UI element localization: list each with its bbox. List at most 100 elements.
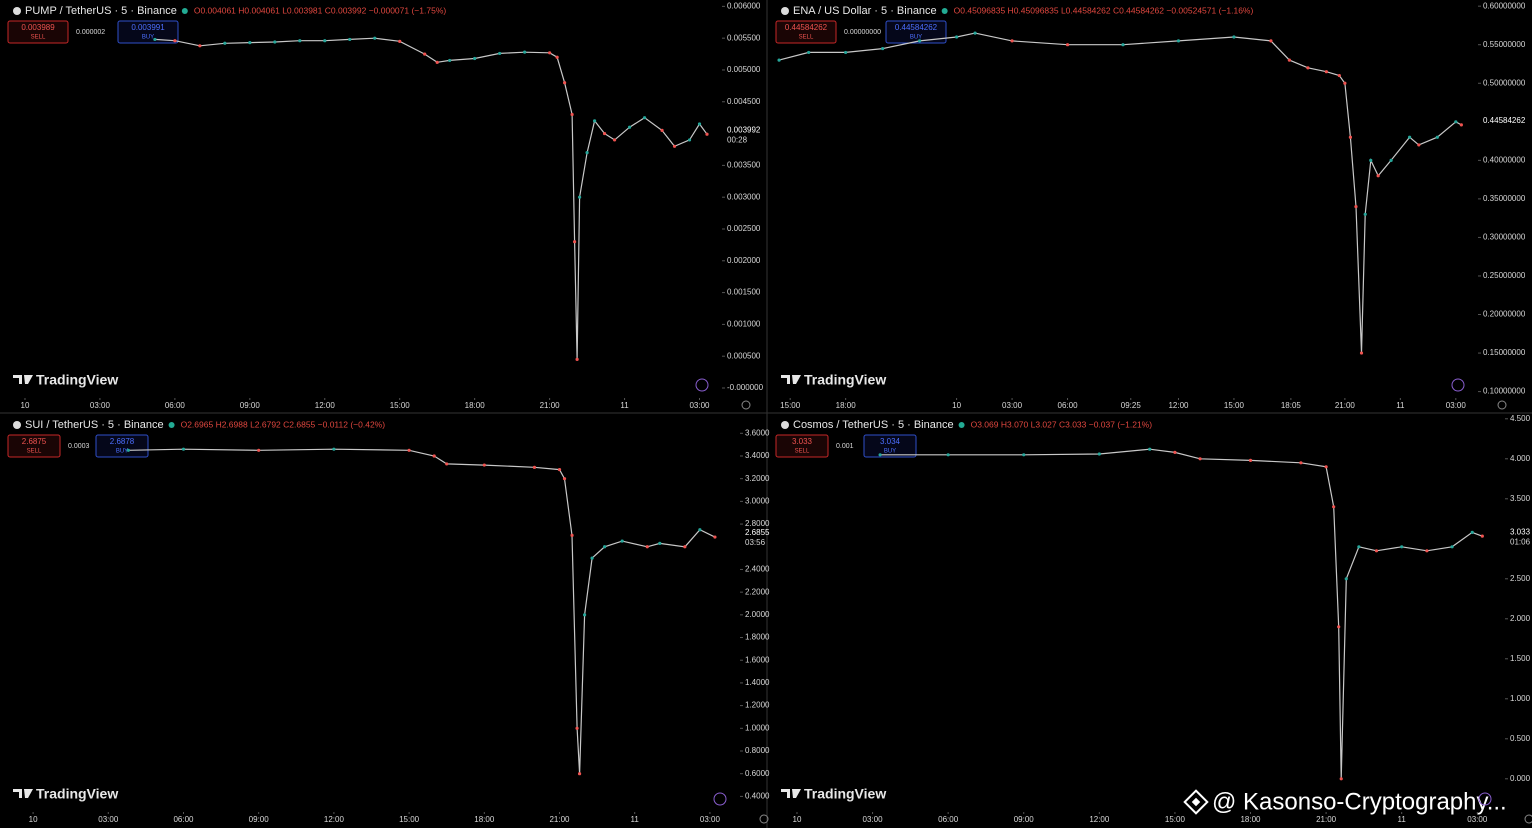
buy-button[interactable] <box>117 20 179 44</box>
buy-button[interactable] <box>95 434 149 458</box>
y-tick-label: 3.500 <box>1510 494 1531 503</box>
y-tick-label: 0.004500 <box>727 97 761 106</box>
price-point <box>153 37 157 42</box>
price-point <box>1344 577 1348 581</box>
x-tick-label: 10 <box>21 401 30 410</box>
x-tick-label: 03:00 <box>90 401 111 410</box>
last-price: 3.033 <box>1510 527 1531 536</box>
price-point <box>348 37 352 42</box>
alert-icon[interactable] <box>1478 792 1492 806</box>
price-point <box>603 545 607 549</box>
x-tick-label: 10 <box>29 815 38 824</box>
x-tick-label: 06:00 <box>173 815 194 824</box>
buy-label: BUY <box>142 35 154 41</box>
settings-icon[interactable] <box>1497 400 1507 410</box>
x-tick-label: 12:00 <box>315 401 336 410</box>
price-point <box>1299 461 1303 465</box>
price-point <box>1363 212 1367 216</box>
x-tick-label: 12:00 <box>1168 401 1189 410</box>
last-price: 0.003992 <box>727 125 761 134</box>
price-point <box>1176 39 1181 43</box>
watermark-icon <box>1183 789 1209 815</box>
price-point <box>844 50 848 55</box>
y-tick-label: 0.8000 <box>745 746 770 755</box>
price-point <box>946 453 950 457</box>
price-point <box>575 357 579 361</box>
y-tick-label: 1.6000 <box>745 655 770 664</box>
price-point <box>577 772 582 776</box>
y-tick-label: 1.500 <box>1510 654 1531 663</box>
y-tick-label: 0.000 <box>1510 774 1531 783</box>
buy-button[interactable] <box>863 434 917 458</box>
y-tick-label: 0.001000 <box>727 320 761 329</box>
price-point <box>1337 73 1341 78</box>
price-point <box>445 462 449 466</box>
y-tick-label: 3.6000 <box>745 428 770 437</box>
price-point <box>658 541 662 545</box>
sell-price: 3.033 <box>792 437 813 446</box>
price-point <box>181 447 186 451</box>
alert-icon[interactable] <box>695 378 709 392</box>
price-point <box>257 448 261 452</box>
alert-icon[interactable] <box>713 792 727 806</box>
symbol-title: ENA / US Dollar · 5 · Binance <box>793 5 937 17</box>
y-tick-label: 1.4000 <box>745 678 770 687</box>
price-point <box>398 39 402 43</box>
price-point <box>577 195 582 199</box>
y-tick-label: 0.25000000 <box>1483 271 1526 280</box>
price-point <box>432 454 436 458</box>
x-tick-label: 15:00 <box>1224 401 1245 410</box>
x-tick-label: 18:05 <box>1281 401 1302 410</box>
price-point <box>697 122 702 126</box>
settings-icon[interactable] <box>1524 814 1532 824</box>
price-point <box>1065 43 1070 47</box>
price-point <box>126 448 130 452</box>
spread: 0.0003 <box>68 443 90 450</box>
sell-label: SELL <box>31 35 46 41</box>
y-tick-label: 0.500 <box>1510 734 1531 743</box>
settings-icon[interactable] <box>759 814 769 824</box>
sell-button[interactable] <box>7 20 69 44</box>
price-line <box>880 448 1483 779</box>
price-point <box>1354 204 1358 209</box>
buy-button[interactable] <box>885 20 947 44</box>
sell-button[interactable] <box>775 434 829 458</box>
price-point <box>1324 70 1328 74</box>
price-point <box>1337 625 1341 629</box>
y-tick-label: 0.15000000 <box>1483 348 1526 357</box>
x-tick-label: 15:00 <box>780 401 801 410</box>
y-tick-label: 0.30000000 <box>1483 233 1526 242</box>
y-tick-label: 2.000 <box>1510 614 1531 623</box>
price-point <box>1010 39 1014 43</box>
price-point <box>973 31 977 35</box>
price-point <box>298 39 302 43</box>
price-point <box>1470 530 1474 535</box>
price-point <box>777 58 781 62</box>
y-tick-label: 0.003500 <box>727 160 761 169</box>
price-point <box>1148 447 1152 451</box>
brand: TradingView <box>36 786 118 802</box>
sell-button[interactable] <box>7 434 61 458</box>
status-dot <box>941 8 948 14</box>
x-tick-label: 03:00 <box>689 401 710 410</box>
price-point <box>562 477 567 481</box>
y-tick-label: 0.003000 <box>727 192 761 201</box>
settings-icon[interactable] <box>741 400 751 410</box>
price-point <box>173 39 177 43</box>
y-tick-label: 0.55000000 <box>1483 40 1526 49</box>
price-point <box>570 533 574 538</box>
x-tick-label: 18:00 <box>474 815 495 824</box>
alert-icon[interactable] <box>1451 378 1465 392</box>
price-point <box>1287 58 1292 62</box>
price-point <box>448 58 452 63</box>
price-point <box>698 528 702 532</box>
price-point <box>1022 453 1026 457</box>
y-tick-label: 3.2000 <box>745 474 770 483</box>
sell-button[interactable] <box>775 20 837 44</box>
price-point <box>482 463 486 467</box>
status-dot <box>168 422 175 428</box>
brand: TradingView <box>804 372 886 388</box>
y-tick-label: 0.006000 <box>727 1 761 10</box>
buy-price: 2.6878 <box>110 437 135 446</box>
price-line <box>154 37 708 360</box>
